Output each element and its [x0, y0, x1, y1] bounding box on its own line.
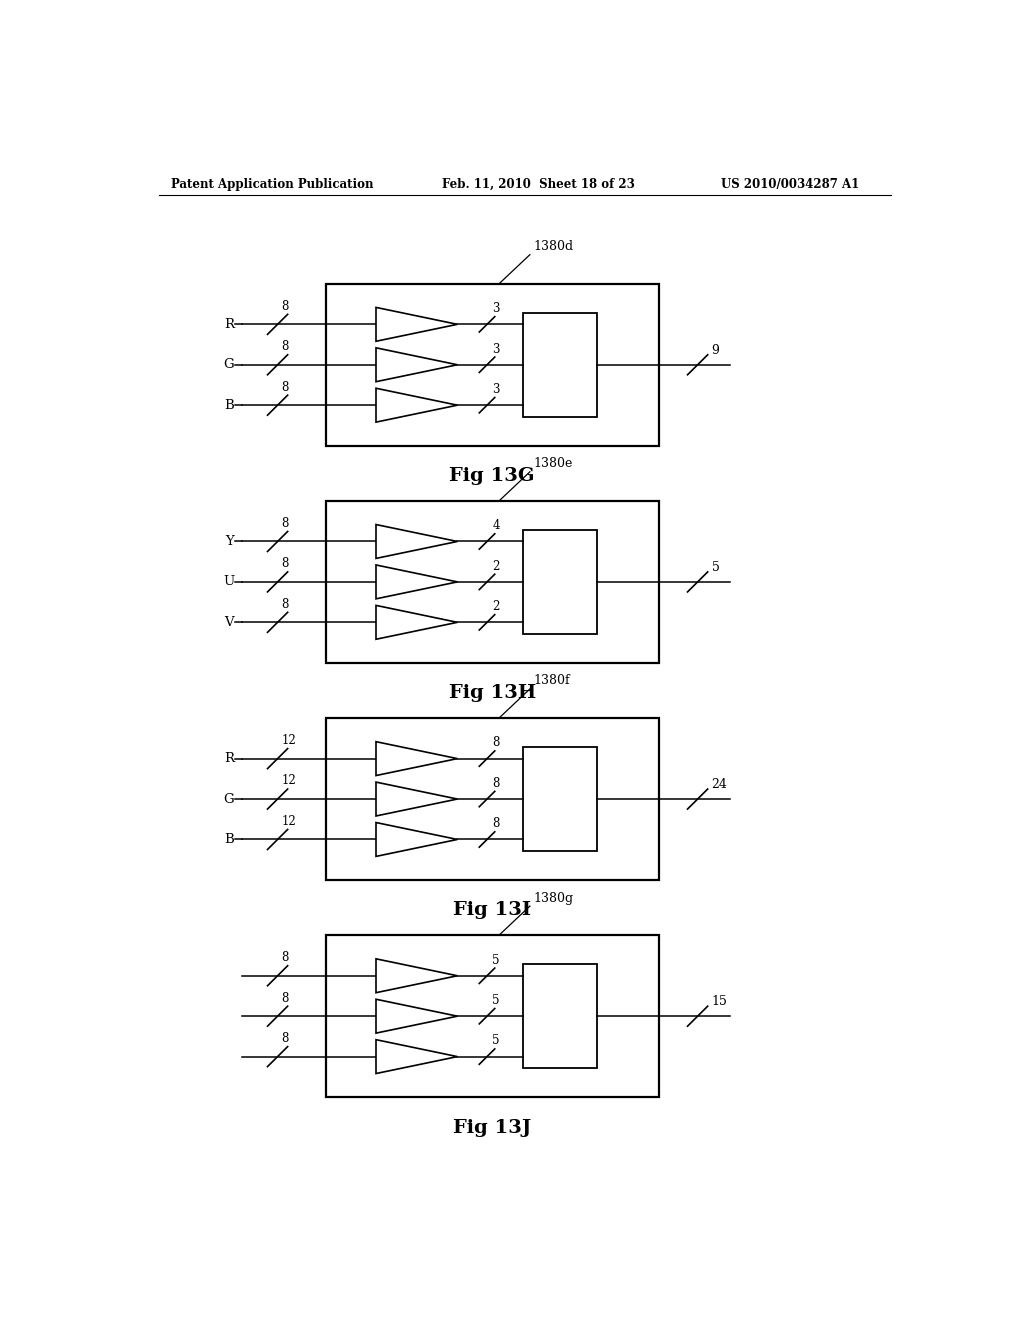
Polygon shape	[376, 1040, 458, 1073]
Text: 3: 3	[493, 302, 500, 315]
Text: Feb. 11, 2010  Sheet 18 of 23: Feb. 11, 2010 Sheet 18 of 23	[442, 178, 635, 190]
Polygon shape	[376, 308, 458, 342]
Text: 8: 8	[282, 952, 289, 964]
Bar	[326, 502, 658, 663]
Text: US 2010/0034287 A1: US 2010/0034287 A1	[721, 178, 859, 190]
Text: 3: 3	[493, 383, 500, 396]
Text: 12: 12	[282, 775, 296, 788]
Text: Patent Application Publication: Patent Application Publication	[171, 178, 373, 190]
Text: 2: 2	[493, 601, 500, 612]
Text: 8: 8	[282, 557, 289, 570]
Text: B: B	[224, 399, 234, 412]
Text: 12: 12	[282, 734, 296, 747]
Text: 4: 4	[493, 519, 500, 532]
Text: 5: 5	[712, 561, 720, 574]
Polygon shape	[376, 524, 458, 558]
Bar	[326, 718, 658, 880]
Text: 8: 8	[282, 991, 289, 1005]
Text: Fig 13G: Fig 13G	[450, 467, 535, 486]
Text: 8: 8	[282, 1032, 289, 1045]
Polygon shape	[376, 606, 458, 639]
Text: B: B	[224, 833, 234, 846]
Text: 8: 8	[493, 737, 500, 750]
Text: 8: 8	[282, 598, 289, 611]
Text: 1380f: 1380f	[534, 675, 569, 688]
Text: G: G	[223, 358, 234, 371]
Polygon shape	[376, 822, 458, 857]
Text: 1380g: 1380g	[534, 891, 573, 904]
Text: 5: 5	[493, 994, 500, 1007]
Text: 12: 12	[282, 814, 296, 828]
Polygon shape	[376, 999, 458, 1034]
Text: 24: 24	[712, 779, 727, 792]
Polygon shape	[376, 388, 458, 422]
Text: 15: 15	[712, 995, 727, 1008]
Text: 1380d: 1380d	[534, 240, 573, 253]
Text: U: U	[223, 576, 234, 589]
Text: Fig 13I: Fig 13I	[454, 902, 531, 920]
Text: 8: 8	[282, 517, 289, 529]
Text: R: R	[224, 318, 234, 331]
Bar	[523, 965, 597, 1068]
Text: 8: 8	[282, 380, 289, 393]
Polygon shape	[376, 565, 458, 599]
Text: Fig 13H: Fig 13H	[449, 684, 536, 702]
Text: 8: 8	[282, 300, 289, 313]
Text: 8: 8	[493, 776, 500, 789]
Text: 1380e: 1380e	[534, 457, 572, 470]
Text: G: G	[223, 792, 234, 805]
Bar	[523, 531, 597, 634]
Bar	[326, 284, 658, 446]
Text: 5: 5	[493, 1035, 500, 1047]
Text: 5: 5	[493, 953, 500, 966]
Text: V: V	[224, 616, 234, 628]
Text: R: R	[224, 752, 234, 766]
Bar	[523, 313, 597, 417]
Polygon shape	[376, 742, 458, 776]
Text: Fig 13J: Fig 13J	[454, 1118, 531, 1137]
Bar	[326, 936, 658, 1097]
Text: 8: 8	[493, 817, 500, 830]
Bar	[523, 747, 597, 851]
Text: 2: 2	[493, 560, 500, 573]
Polygon shape	[376, 348, 458, 381]
Text: 8: 8	[282, 341, 289, 354]
Polygon shape	[376, 958, 458, 993]
Polygon shape	[376, 781, 458, 816]
Text: 3: 3	[493, 342, 500, 355]
Text: 9: 9	[712, 345, 720, 358]
Text: Y: Y	[225, 535, 234, 548]
